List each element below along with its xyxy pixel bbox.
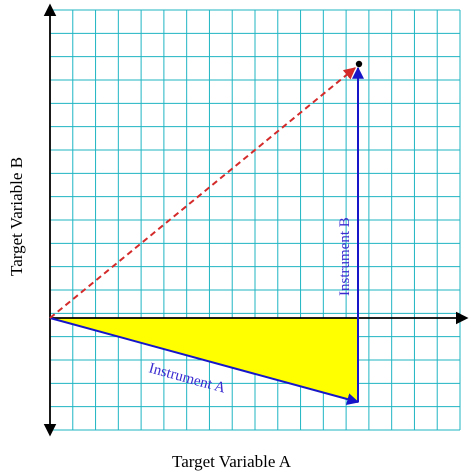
instrument-a-vector bbox=[49, 317, 360, 405]
resultant-vector bbox=[49, 67, 356, 319]
y-axis-title: Target Variable B bbox=[7, 157, 26, 276]
instrument-b-label: Instrument B bbox=[337, 217, 353, 296]
endpoint-dot bbox=[355, 60, 363, 68]
x-axis-title: Target Variable A bbox=[172, 452, 292, 471]
